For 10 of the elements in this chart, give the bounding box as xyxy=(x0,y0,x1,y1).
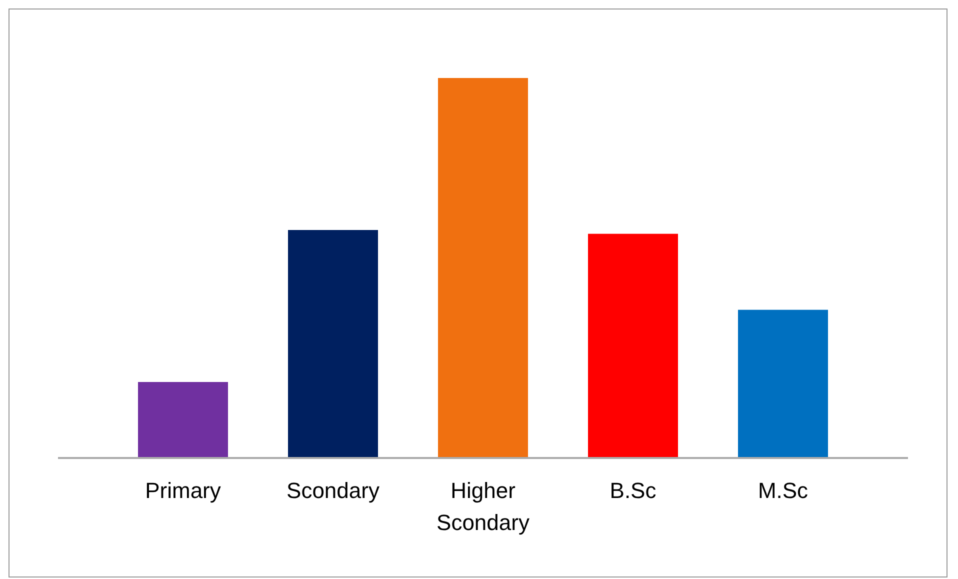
x-tick-label: Primary xyxy=(145,478,221,503)
x-tick-label: M.Sc xyxy=(758,478,808,503)
x-tick-label: Scondary xyxy=(286,478,380,503)
bar xyxy=(738,310,828,458)
bar xyxy=(438,78,528,458)
x-tick-label: Higher Scondary xyxy=(436,478,530,535)
bar xyxy=(138,382,228,458)
bar xyxy=(588,234,678,458)
bar xyxy=(288,230,378,458)
x-tick-label: B.Sc xyxy=(610,478,656,503)
